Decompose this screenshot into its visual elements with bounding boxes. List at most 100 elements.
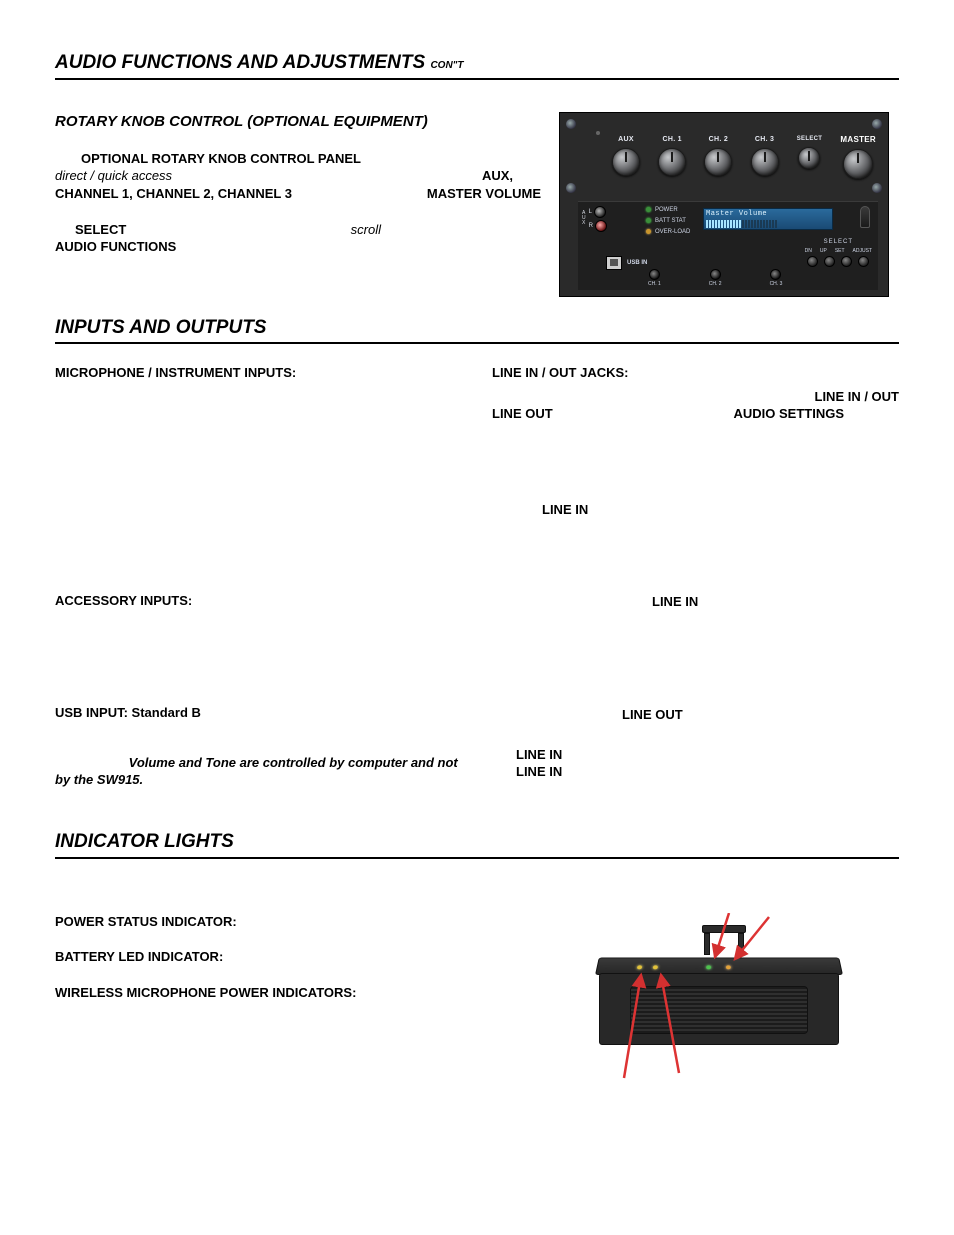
io-header: INPUTS AND OUTPUTS <box>55 315 899 345</box>
speaker-illustration <box>569 913 869 1083</box>
rotary-line3-left: CHANNEL 1, CHANNEL 2, CHANNEL 3 <box>55 185 292 203</box>
indicator-header: INDICATOR LIGHTS <box>55 829 899 859</box>
led-icon <box>653 965 658 969</box>
accessory-heading: ACCESSORY INPUTS: <box>55 592 462 610</box>
led-icon <box>646 229 651 234</box>
round-button-icon <box>858 256 869 267</box>
mic-icon <box>860 206 870 228</box>
rotary-heading: ROTARY KNOB CONTROL (OPTIONAL EQUIPMENT) <box>55 112 541 132</box>
rotary-heading-main: ROTARY KNOB CONTROL <box>55 113 243 130</box>
rotary-section: ROTARY KNOB CONTROL (OPTIONAL EQUIPMENT)… <box>55 112 899 297</box>
power-indicator-label: POWER STATUS INDICATOR: <box>55 913 521 931</box>
select-label: DN <box>805 248 812 255</box>
battery-indicator-label: BATTERY LED INDICATOR: <box>55 948 521 966</box>
usb-note: Volume and Tone are controlled by comput… <box>55 754 462 789</box>
linein-label: LINE IN <box>542 502 588 517</box>
wireless-indicator-label: WIRELESS MICROPHONE POWER INDICATORS: <box>55 984 521 1002</box>
knob-label: CH. 2 <box>709 135 728 144</box>
ch-label: CH. 1 <box>648 281 661 288</box>
ch-label: CH. 2 <box>709 281 722 288</box>
control-panel-illustration: AUX CH. 1 CH. 2 CH. 3 SELECT MASTER AUX … <box>559 112 889 297</box>
led-icon <box>646 218 651 223</box>
mic-heading: MICROPHONE / INSTRUMENT INPUTS: <box>55 364 462 382</box>
lineio-right-top: LINE IN / OUT <box>815 389 900 404</box>
page-title-cont: CON"T <box>430 60 463 71</box>
rotary-line1: OPTIONAL ROTARY KNOB CONTROL PANEL <box>55 150 541 168</box>
knob-icon <box>612 148 640 176</box>
knob-icon <box>751 148 779 176</box>
aux-jacks: AUX L R <box>582 206 607 232</box>
screw-icon <box>872 119 882 129</box>
aux-l: L <box>589 208 592 216</box>
knob-icon <box>798 147 820 169</box>
indicator-section: POWER STATUS INDICATOR: BATTERY LED INDI… <box>55 913 899 1083</box>
rotary-line3-right: MASTER VOLUME <box>427 185 541 203</box>
knob-icon <box>704 148 732 176</box>
usb-port: USB IN <box>606 256 647 270</box>
select-buttons: SELECT DN UP SET ADJUST <box>805 238 872 268</box>
knob-icon <box>843 149 873 179</box>
speaker-grille-icon <box>630 986 808 1034</box>
status-leds: POWER BATT STAT OVER-LOAD <box>646 206 690 236</box>
status-batt: BATT STAT <box>655 217 686 225</box>
linein-mid-label: LINE IN <box>652 594 698 609</box>
led-icon <box>726 965 731 969</box>
led-icon <box>637 965 642 969</box>
aux-r: R <box>589 222 593 230</box>
lineio-heading: LINE IN / OUT JACKS: <box>492 364 899 382</box>
status-power: POWER <box>655 206 678 214</box>
select-label: ADJUST <box>853 248 872 255</box>
rotary-line4-right: scroll <box>351 221 381 239</box>
io-section: MICROPHONE / INSTRUMENT INPUTS: ACCESSOR… <box>55 364 899 789</box>
led-icon <box>646 207 651 212</box>
round-button-icon <box>841 256 852 267</box>
jack-icon <box>710 269 721 280</box>
round-button-icon <box>824 256 835 267</box>
screw-icon <box>566 119 576 129</box>
knob-label: SELECT <box>797 135 822 143</box>
knob-row: AUX CH. 1 CH. 2 CH. 3 SELECT MASTER <box>612 135 876 180</box>
screw-icon <box>566 183 576 193</box>
rotary-line4-left: SELECT <box>55 221 126 239</box>
jack-icon <box>770 269 781 280</box>
rotary-line2-left: direct / quick access <box>55 167 172 185</box>
rotary-line2-right: AUX, <box>482 167 541 185</box>
page-title-text: AUDIO FUNCTIONS AND ADJUSTMENTS <box>55 52 425 73</box>
usb-heading: USB INPUT: Standard B <box>55 704 462 722</box>
page-title: AUDIO FUNCTIONS AND ADJUSTMENTS CON"T <box>55 50 899 80</box>
dot-icon <box>596 131 600 135</box>
linein-a-label: LINE IN <box>516 747 562 762</box>
led-icon <box>706 965 711 969</box>
jack-icon <box>649 269 660 280</box>
knob-label: CH. 1 <box>662 135 681 144</box>
speaker-body <box>599 973 839 1045</box>
rotary-line5: AUDIO FUNCTIONS <box>55 238 541 256</box>
knob-label: AUX <box>618 135 634 144</box>
screw-icon <box>872 183 882 193</box>
knob-icon <box>658 148 686 176</box>
round-button-icon <box>807 256 818 267</box>
jack-icon <box>595 220 607 232</box>
lcd-display: Master Volume <box>703 208 833 230</box>
ch-label: CH. 3 <box>770 281 783 288</box>
usb-label: USB IN <box>627 259 647 267</box>
lcd-bars <box>706 220 830 228</box>
lineout-mid-label: LINE OUT <box>622 707 683 722</box>
aux-text: AUX <box>582 211 586 226</box>
knob-label: MASTER <box>840 135 876 146</box>
status-overload: OVER-LOAD <box>655 228 690 236</box>
select-title: SELECT <box>824 238 853 246</box>
lineout-label: LINE OUT <box>492 405 553 423</box>
select-label: SET <box>835 248 845 255</box>
rotary-heading-paren: (OPTIONAL EQUIPMENT) <box>247 113 428 130</box>
audio-settings-label: AUDIO SETTINGS <box>733 405 899 423</box>
knob-label: CH. 3 <box>755 135 774 144</box>
lcd-text: Master Volume <box>706 210 767 218</box>
jack-icon <box>594 206 606 218</box>
panel-lower: AUX L R <box>578 201 878 290</box>
speaker-handle-icon <box>694 925 754 955</box>
usb-port-icon <box>606 256 622 270</box>
linein-b-label: LINE IN <box>516 764 562 779</box>
select-label: UP <box>820 248 827 255</box>
channel-jacks: CH. 1 CH. 2 CH. 3 <box>648 269 782 288</box>
